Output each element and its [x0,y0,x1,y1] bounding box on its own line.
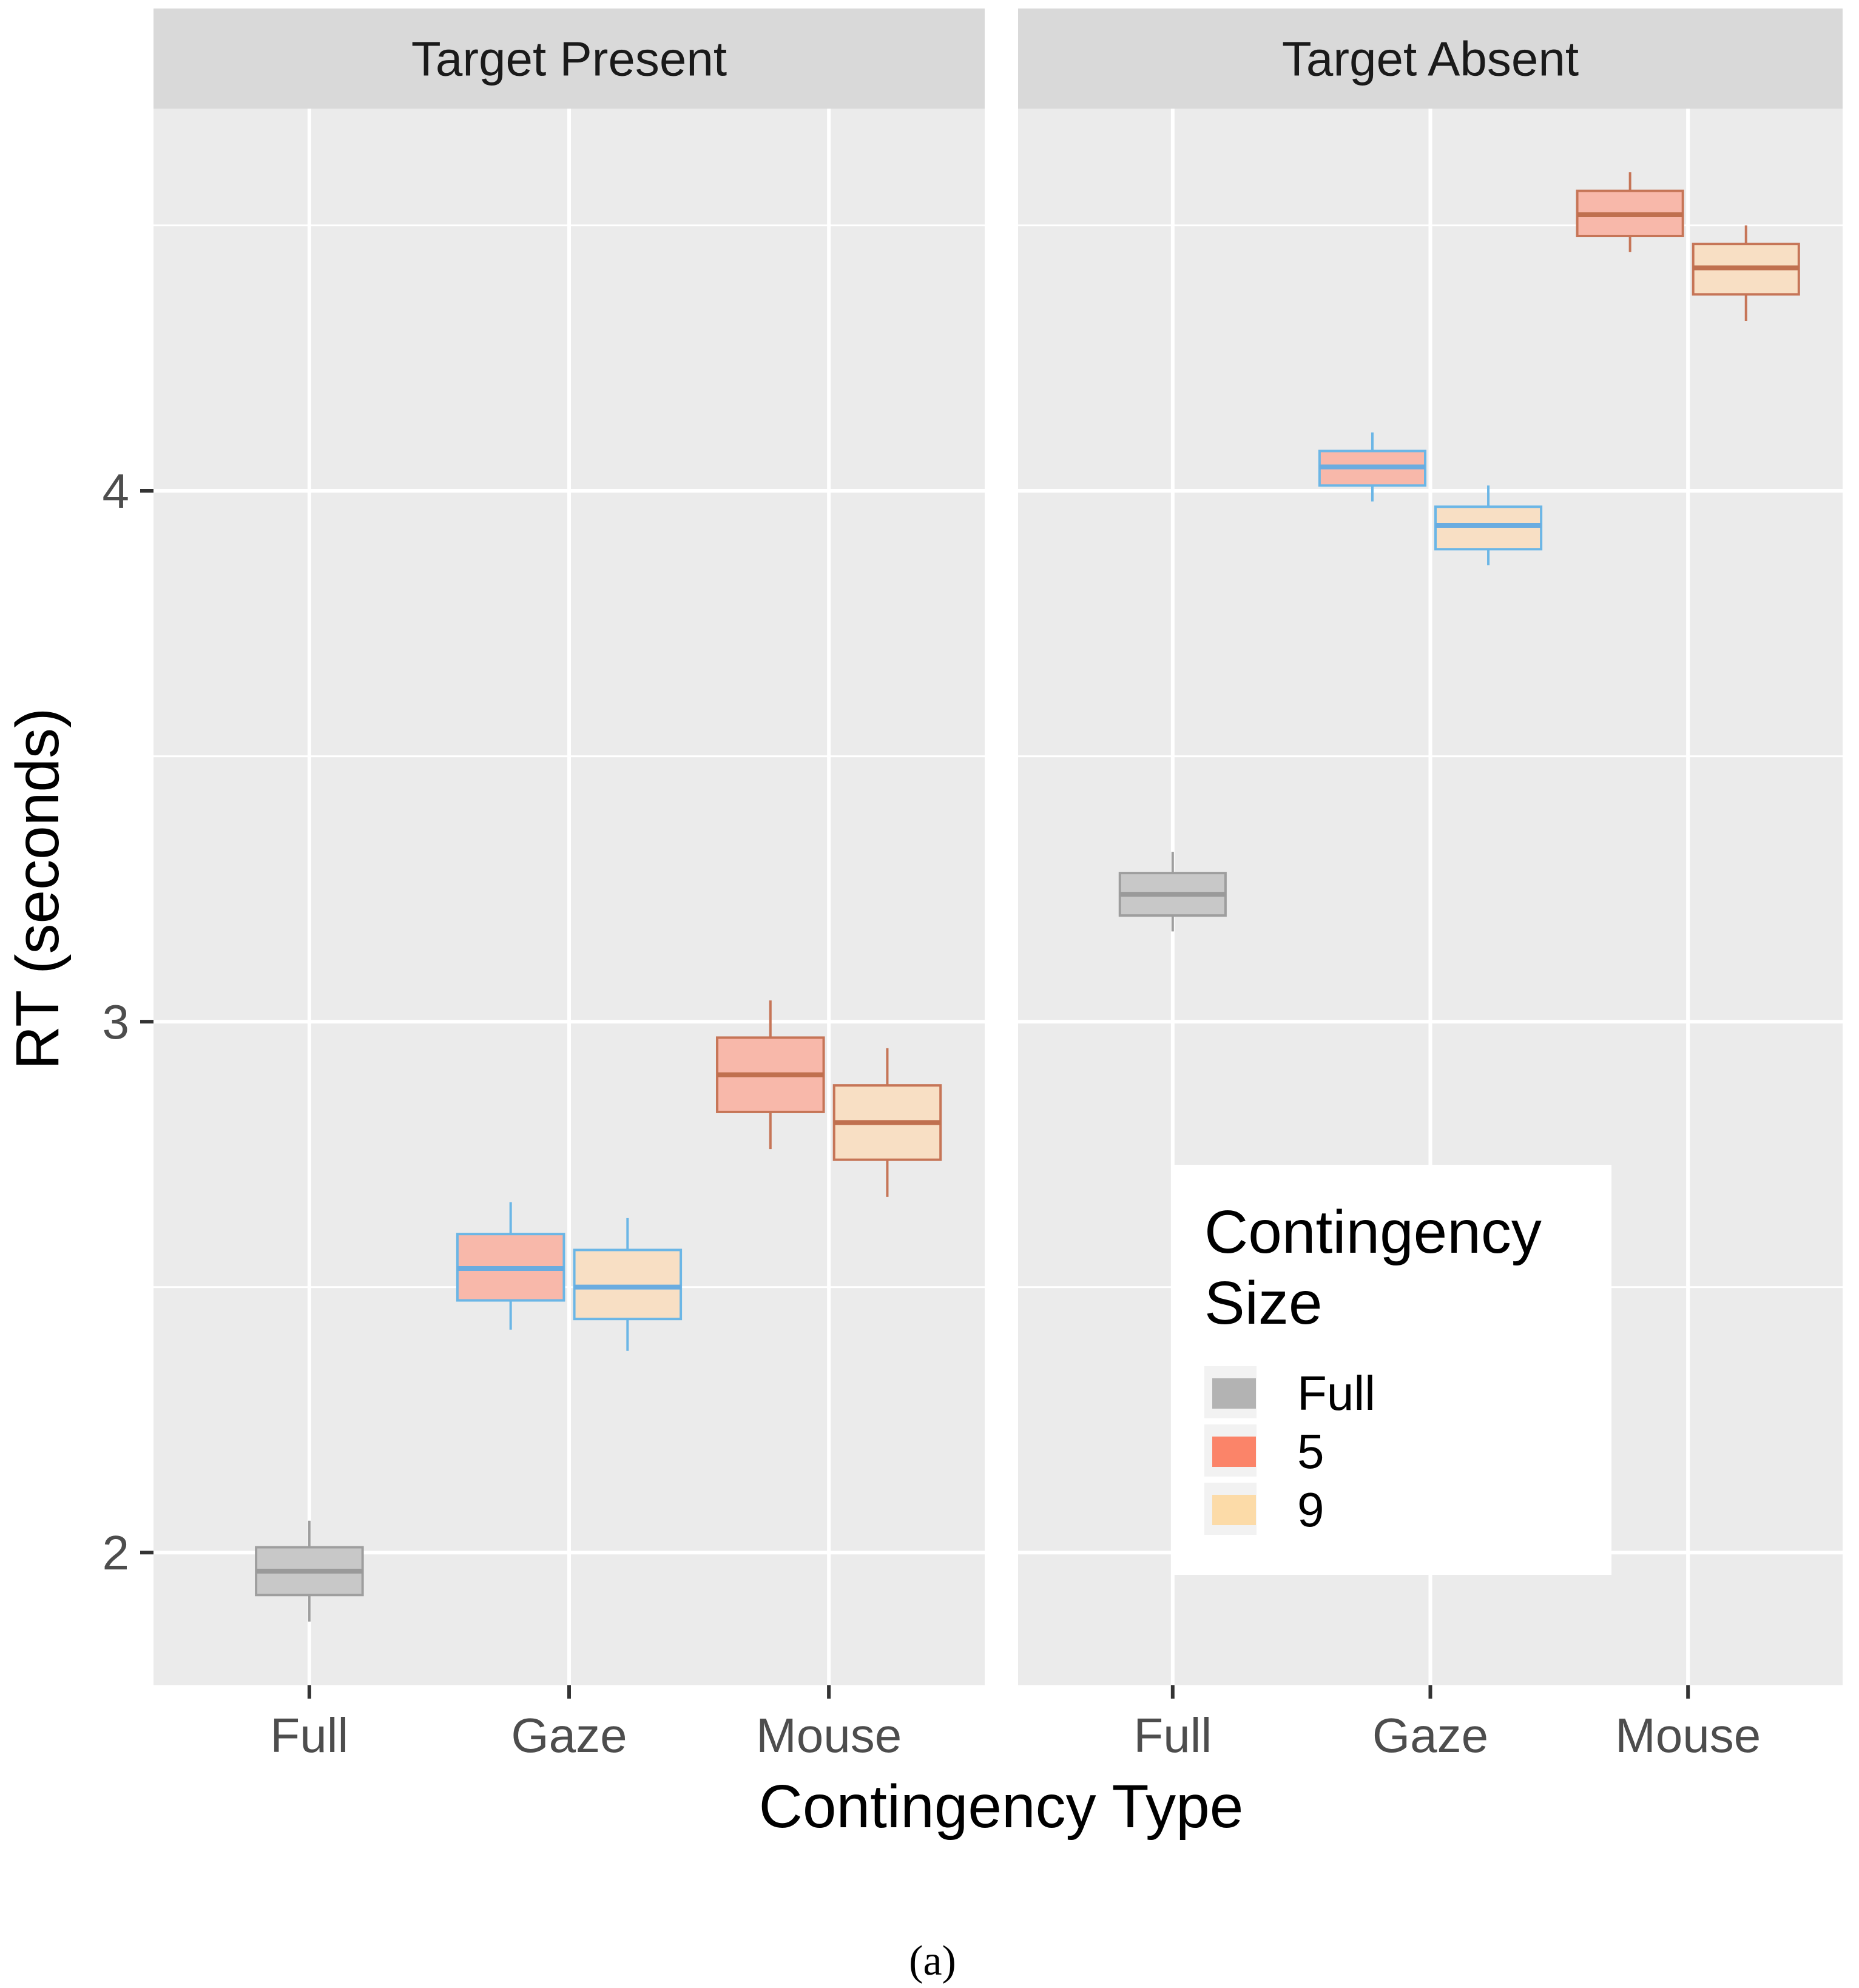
x-tick-label: Mouse [756,1708,902,1762]
legend-title: Size [1204,1269,1323,1337]
y-tick-label: 3 [103,995,130,1049]
facet-panels: Target Present Target Absent [154,8,1843,1685]
box-gaze-9 [573,1218,683,1351]
legend-label: Full [1297,1366,1375,1420]
legend-title: Contingency [1204,1198,1542,1266]
box-mouse-9 [832,1048,942,1197]
y-tick-label: 2 [103,1526,130,1580]
box-mouse-5 [716,1000,825,1150]
facet-panel-0: Target Present [154,8,985,1685]
legend-key-swatch [1212,1378,1256,1409]
y-tick-label: 4 [103,464,130,518]
x-tick-label: Gaze [1372,1708,1488,1762]
box-mouse-5 [1576,172,1684,252]
box-gaze-5 [1318,432,1427,502]
x-tick-label: Full [1133,1708,1212,1762]
x-tick-label: Mouse [1615,1708,1761,1762]
facet-label: Target Absent [1282,32,1579,86]
facet-label: Target Present [411,32,727,86]
x-axis: Full Gaze Mouse Full Gaze Mouse [270,1685,1761,1762]
box-body [573,1248,683,1321]
box-body [1434,505,1543,551]
legend-label: 5 [1297,1424,1324,1478]
box-gaze-5 [456,1202,565,1330]
y-axis: 2 3 4 [103,464,154,1580]
x-tick-label: Gaze [511,1708,627,1762]
figure-caption: (a) [909,1938,956,1984]
legend-key-swatch [1212,1437,1256,1467]
box-gaze-9 [1434,485,1543,565]
box-full-full [1118,852,1227,932]
y-axis-title: RT (seconds) [4,708,72,1070]
box-full-full [255,1520,364,1622]
x-axis-title: Contingency Type [759,1773,1244,1841]
facet-strip-1 [1018,8,1843,109]
facet-strip-0 [154,8,985,109]
x-tick-label: Full [270,1708,348,1762]
box-mouse-9 [1692,225,1800,322]
legend-key-swatch [1212,1495,1256,1525]
facet-panel-1: Target Absent [1018,8,1843,1685]
legend-label: 9 [1297,1483,1324,1537]
